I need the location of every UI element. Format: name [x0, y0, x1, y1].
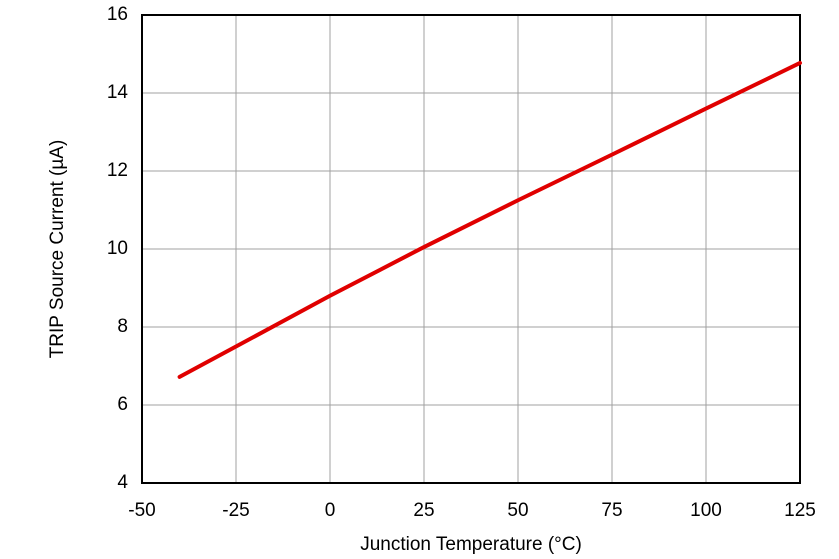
y-tick-label: 10 — [107, 238, 128, 259]
x-tick-label: 0 — [325, 500, 336, 521]
data-line — [177, 60, 802, 379]
y-tick-label: 6 — [117, 394, 128, 415]
x-tick-label: 25 — [413, 500, 434, 521]
x-tick-label: 100 — [690, 500, 722, 521]
x-axis-label: Junction Temperature (°C) — [360, 534, 582, 555]
y-tick-label: 14 — [107, 82, 129, 103]
x-tick-label: -25 — [222, 500, 249, 521]
plot-frame — [141, 14, 801, 484]
y-tick-label: 12 — [107, 160, 128, 181]
y-tick-label: 4 — [117, 472, 128, 493]
x-tick-label: -50 — [128, 500, 155, 521]
y-tick-label: 8 — [117, 316, 128, 337]
x-tick-label: 125 — [784, 500, 816, 521]
x-tick-label: 50 — [507, 500, 528, 521]
y-axis-label: TRIP Source Current (µA) — [47, 140, 68, 359]
y-tick-label: 16 — [107, 4, 128, 25]
x-tick-label: 75 — [601, 500, 622, 521]
